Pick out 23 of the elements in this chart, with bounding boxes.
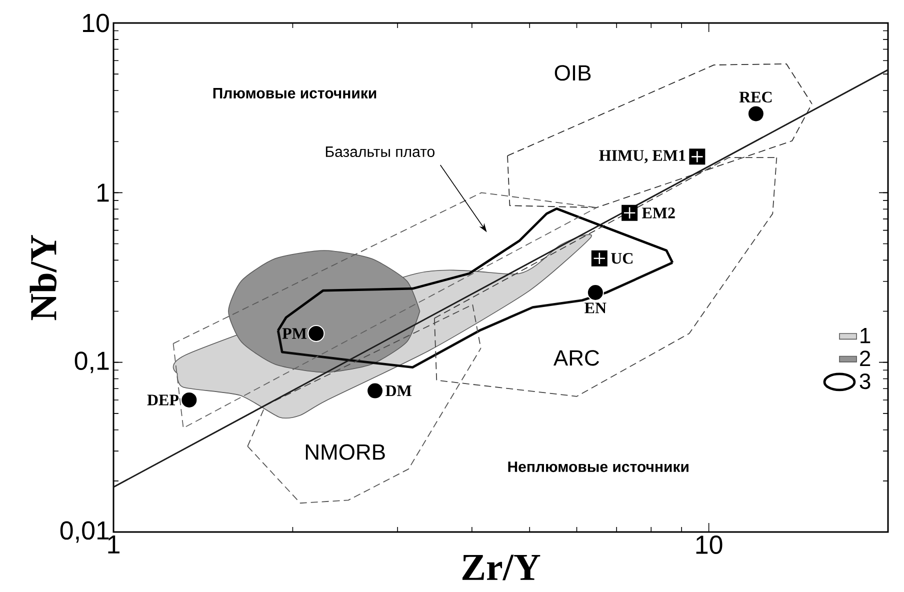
y-axis-title: Nb/Y	[30, 234, 57, 320]
annotation: Базальты плато	[326, 146, 434, 158]
annotation: REC	[739, 92, 772, 103]
annotation: PM	[282, 328, 306, 339]
x-axis-title: Zr/Y	[462, 554, 540, 580]
annotation: Плюмовые источники	[213, 88, 376, 98]
legend-label: 2	[860, 350, 870, 366]
annotation: NMORB	[306, 444, 385, 460]
annotation: HIMU, EM1	[599, 150, 686, 164]
annotation: UC	[611, 253, 632, 264]
legend-label: 1	[860, 328, 870, 344]
y-tick-label: 0,1	[74, 352, 109, 374]
annotation: DM	[386, 386, 412, 396]
annotation: EM2	[642, 208, 675, 218]
annotation: DEP	[147, 394, 179, 406]
annotation: EN	[584, 302, 606, 314]
y-tick-label: 10	[83, 14, 109, 32]
annotation: Неплюмовые источники	[508, 462, 688, 472]
annotation: ARC	[553, 350, 600, 366]
y-tick-label: 0,01	[60, 521, 109, 543]
annotation: OIB	[554, 65, 591, 81]
legend-label: 3	[860, 374, 870, 390]
y-tick-label: 1	[97, 184, 109, 202]
